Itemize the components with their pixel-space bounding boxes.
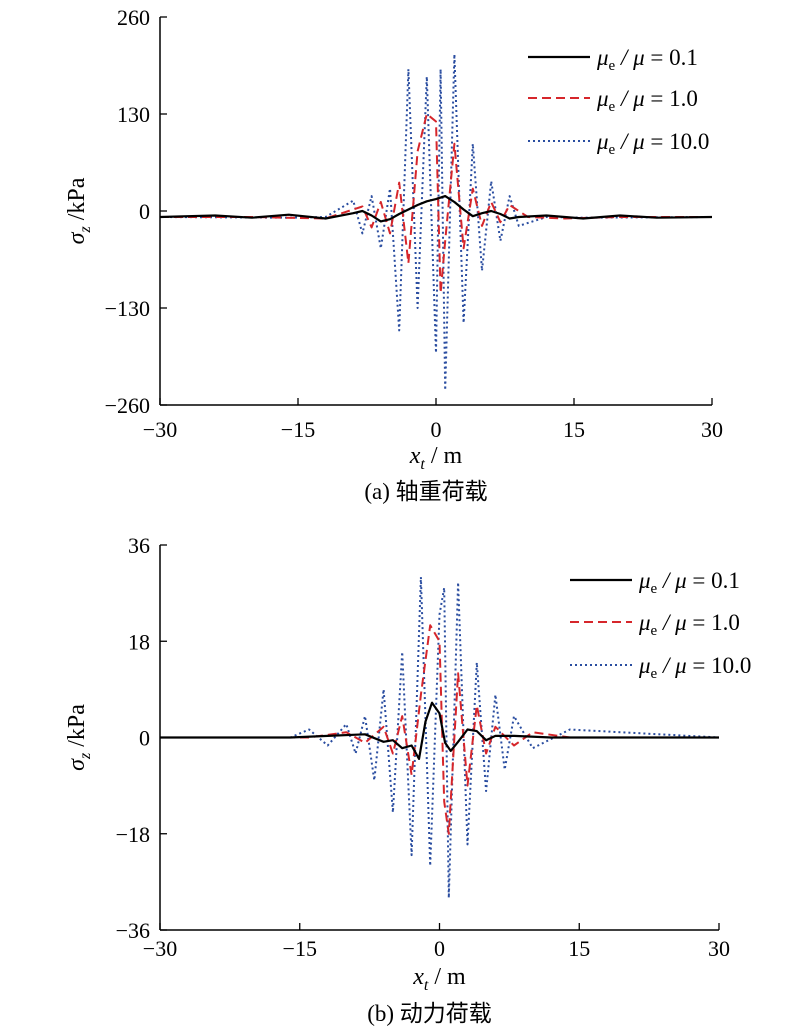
y-axis-label-text: σz /kPa — [64, 177, 94, 244]
x-axis-label: xt / m — [412, 964, 466, 994]
y-tick-label: 130 — [117, 102, 150, 127]
legend-label: μe / μ = 10.0 — [638, 653, 751, 682]
panel-a-axial-load: 260 130 0 −130 −260−30 −15 0 15 30 μe / μ = 0.1 μe… — [64, 5, 723, 504]
x-tick-label: −15 — [283, 936, 317, 961]
y-tick-label: −36 — [116, 918, 150, 943]
series-line-2 — [160, 624, 719, 835]
series-line-2 — [160, 113, 712, 295]
x-tick-label: 30 — [701, 417, 723, 442]
x-axis-label: xt / m — [409, 443, 463, 473]
y-tick-label: −130 — [105, 296, 150, 321]
legend-label: μe / μ = 0.1 — [638, 568, 740, 597]
y-tick-label: 0 — [139, 726, 150, 751]
x-tick-label: 30 — [708, 936, 730, 961]
y-tick-label: 260 — [117, 5, 150, 30]
x-tick-label: 15 — [568, 936, 590, 961]
y-axis-label: σz /kPa — [64, 704, 94, 771]
y-axis-label: σz /kPa — [64, 177, 94, 244]
x-tick-label: 0 — [434, 936, 445, 961]
x-tick-label: 15 — [563, 417, 585, 442]
y-tick-label: −18 — [116, 822, 150, 847]
x-tick-label: −15 — [281, 417, 315, 442]
panel-caption: (b) 动力荷载 — [367, 1001, 492, 1026]
y-tick-label: −260 — [105, 393, 150, 418]
y-axis-label-text: σz /kPa — [64, 704, 94, 771]
legend-label: μe / μ = 1.0 — [638, 610, 740, 639]
x-tick-label: 0 — [431, 417, 442, 442]
y-tick-label: 0 — [139, 199, 150, 224]
x-tick-label: −30 — [143, 936, 177, 961]
x-tick-label: −30 — [143, 417, 177, 442]
series-line-3 — [160, 53, 712, 392]
legend-label: μe / μ = 0.1 — [596, 45, 698, 74]
y-tick-label: 18 — [128, 629, 150, 654]
legend-label: μe / μ = 1.0 — [596, 86, 698, 115]
panel-b-dynamic-load: 36 18 0 −18 −36−30 −15 0 15 30 μe / μ = 0.1 μe / μ… — [64, 533, 751, 1026]
legend-label: μe / μ = 10.0 — [596, 129, 709, 158]
y-tick-label: 36 — [128, 533, 150, 558]
series-line-1 — [160, 195, 712, 223]
panel-caption: (a) 轴重荷载 — [364, 479, 487, 504]
series-line-1 — [160, 701, 719, 760]
